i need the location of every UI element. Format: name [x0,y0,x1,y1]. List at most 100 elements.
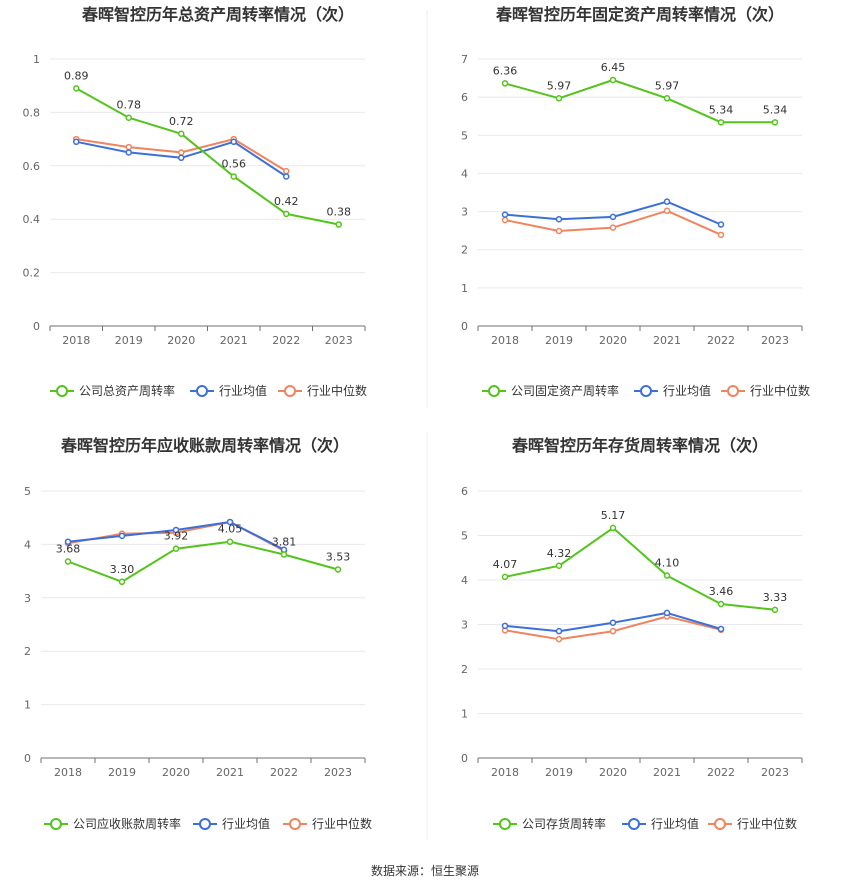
data-label: 4.05 [218,523,243,536]
data-label: 5.34 [763,103,788,116]
data-point-company [771,119,779,126]
data-point-avg [226,518,234,526]
legend-marker-icon [499,818,511,830]
data-label: 5.34 [709,103,734,116]
x-tick-label: 2018 [491,766,519,779]
x-tick-label: 2018 [62,334,90,347]
data-source-note: 数据来源：恒生聚源 [370,864,479,878]
data-point-median [663,207,671,215]
series-line-company [504,79,775,124]
x-tick-label: 2023 [325,334,353,347]
legend-marker-icon [727,385,739,397]
data-label: 3.68 [56,542,81,555]
data-point-avg [717,221,725,228]
legend-item-avg: 行业均值 [193,816,270,831]
y-tick-label: 3 [461,206,468,219]
legend-marker-icon [640,385,652,397]
legend-label: 行业均值 [663,383,711,398]
x-tick-label: 2023 [761,766,789,779]
legend-label: 行业均值 [222,816,270,831]
x-tick-label: 2021 [653,766,681,779]
data-label: 5.17 [601,509,626,522]
data-point-avg [125,149,132,156]
y-tick-label: 0 [33,320,40,333]
data-label: 3.33 [763,591,788,604]
legend-item-median: 行业中位数 [278,383,367,398]
data-point-avg [501,622,509,630]
chart-panel-1: 春晖智控历年总资产周转率情况（次） 0 0.2 0.4 0.6 0.8 1 2018 2019 2… [23,5,368,398]
legend-marker-icon [289,818,301,830]
data-point-company [230,173,237,180]
data-point-company [501,573,509,581]
x-tick-label: 2019 [108,766,136,779]
data-point-company [501,80,509,87]
y-tick-label: 3 [461,619,468,632]
data-point-avg [283,173,290,180]
x-tick-label: 2021 [220,334,248,347]
data-point-company [172,545,180,552]
data-point-median [555,635,563,643]
y-tick-label: 1 [33,53,40,66]
data-label: 0.78 [117,99,142,112]
data-point-avg [609,619,617,626]
data-label: 6.36 [493,64,518,77]
legend-item-company: 公司应收账款周转率 [44,816,181,831]
legend-marker-icon [199,818,211,830]
x-tick-label: 2021 [653,334,681,347]
data-point-avg [73,138,80,146]
data-point-avg [172,526,180,534]
x-tick-label: 2020 [599,766,627,779]
data-label: 5.97 [547,79,572,92]
data-point-median [555,227,563,235]
data-label: 4.10 [655,557,680,570]
y-tick-label: 0 [24,752,31,765]
y-tick-label: 0.6 [23,160,41,173]
y-tick-label: 2 [24,645,31,658]
data-label: 0.72 [169,115,194,128]
x-tick-label: 2022 [272,334,300,347]
data-point-avg [178,154,185,162]
legend-label: 行业均值 [651,816,699,831]
data-point-median [501,216,509,224]
y-tick-label: 7 [461,53,468,66]
data-label: 5.97 [655,79,680,92]
series-line-company [67,540,339,583]
data-point-company [73,85,80,92]
legend-marker-icon [56,385,68,397]
data-point-company [555,95,563,102]
chart-title: 春晖智控历年固定资产周转率情况（次） [495,5,784,24]
data-label: 0.42 [274,195,299,208]
data-point-median [178,149,185,156]
y-tick-label: 0.2 [23,267,41,280]
x-tick-label: 2018 [491,334,519,347]
y-tick-label: 0 [461,320,468,333]
data-point-company [771,606,779,614]
legend-label: 行业中位数 [750,383,810,398]
data-label: 0.38 [327,206,352,219]
y-tick-label: 2 [461,244,468,257]
data-point-company [717,119,725,126]
y-tick-label: 4 [24,538,31,551]
x-tick-label: 2023 [761,334,789,347]
legend-label: 行业中位数 [312,816,372,831]
series-line-company [75,87,339,226]
y-tick-label: 1 [24,699,31,712]
legend-item-median: 行业中位数 [721,383,810,398]
y-tick-label: 6 [461,91,468,104]
chart-panel-3: 春晖智控历年应收账款周转率情况（次） 0 1 2 3 4 5 2018 2019 2020 2021… [24,436,372,831]
legend-marker-icon [284,385,296,397]
y-tick-label: 5 [461,129,468,142]
legend-item-avg: 行业均值 [190,383,267,398]
x-tick-label: 2022 [270,766,298,779]
x-tick-label: 2021 [216,766,244,779]
data-point-median [283,167,290,175]
legend-item-median: 行业中位数 [708,816,797,831]
legend-label: 行业中位数 [737,816,797,831]
data-point-company [717,600,725,608]
legend-label: 行业中位数 [307,383,367,398]
data-point-company [609,76,617,84]
legend-item-avg: 行业均值 [634,383,711,398]
data-point-avg [555,215,563,223]
data-point-avg [555,627,563,635]
